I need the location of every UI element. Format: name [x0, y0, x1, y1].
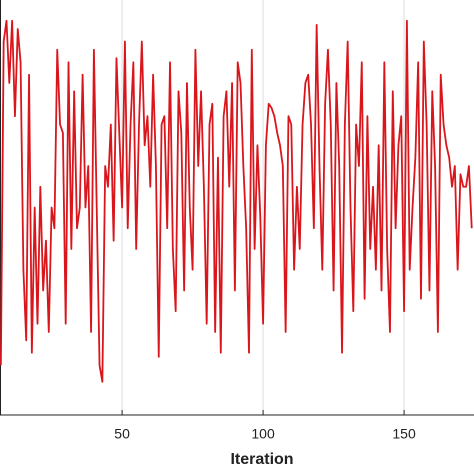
data-line: [0, 19, 473, 383]
x-tick-label: 150: [392, 426, 416, 442]
x-tick-label: 50: [114, 426, 130, 442]
x-tick-label: 100: [251, 426, 275, 442]
x-axis-label: Iteration: [230, 451, 293, 468]
